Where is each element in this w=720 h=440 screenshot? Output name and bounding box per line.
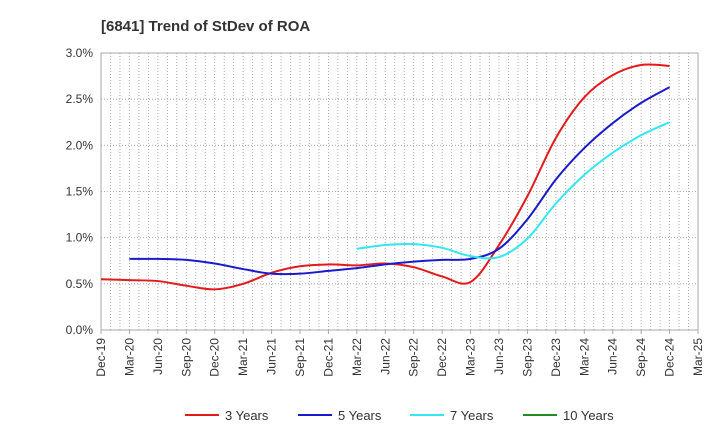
x-tick-label: Jun-22 bbox=[378, 338, 392, 375]
x-tick-label: Mar-20 bbox=[122, 338, 136, 376]
legend-label: 3 Years bbox=[225, 408, 269, 423]
grid-lines bbox=[101, 53, 698, 330]
series-lines bbox=[100, 63, 671, 291]
x-tick-label: Jun-20 bbox=[151, 338, 165, 375]
x-tick-label: Mar-25 bbox=[691, 338, 705, 376]
x-tick-label: Dec-24 bbox=[663, 338, 677, 377]
x-tick-label: Mar-23 bbox=[464, 338, 478, 376]
x-tick-label: Jun-21 bbox=[265, 338, 279, 375]
y-tick-label: 1.5% bbox=[66, 185, 94, 199]
legend: 3 Years 5 Years 7 Years 10 Years bbox=[185, 408, 614, 423]
x-tick-label: Sep-24 bbox=[634, 338, 648, 377]
y-tick-label: 2.5% bbox=[66, 92, 94, 106]
legend-label: 5 Years bbox=[338, 408, 382, 423]
x-tick-label: Sep-23 bbox=[520, 338, 534, 377]
y-tick-label: 1.0% bbox=[66, 231, 94, 245]
y-tick-label: 2.0% bbox=[66, 138, 94, 152]
legend-label: 7 Years bbox=[450, 408, 494, 423]
y-axis-ticks: 0.0% 0.5% 1.0% 1.5% 2.0% 2.5% 3.0% bbox=[66, 46, 94, 337]
x-tick-label: Sep-21 bbox=[293, 338, 307, 377]
x-tick-label: Dec-19 bbox=[94, 338, 108, 377]
y-tick-label: 0.0% bbox=[66, 323, 94, 337]
x-tick-label: Dec-22 bbox=[435, 338, 449, 377]
x-tick-label: Jun-23 bbox=[492, 338, 506, 375]
series-line-3 bbox=[356, 121, 670, 260]
x-tick-label: Dec-23 bbox=[549, 338, 563, 377]
y-tick-label: 0.5% bbox=[66, 277, 94, 291]
x-tick-label: Mar-22 bbox=[350, 338, 364, 376]
chart-title: [6841] Trend of StDev of ROA bbox=[101, 18, 310, 35]
x-axis-ticks: Dec-19 Mar-20 Jun-20 Sep-20 Dec-20 Mar-21 Jun-… bbox=[94, 330, 705, 377]
x-tick-label: Sep-20 bbox=[179, 338, 193, 377]
x-tick-label: Jun-24 bbox=[606, 338, 620, 375]
x-tick-label: Dec-20 bbox=[208, 338, 222, 377]
x-tick-label: Sep-22 bbox=[407, 338, 421, 377]
x-tick-label: Mar-21 bbox=[236, 338, 250, 376]
y-tick-label: 3.0% bbox=[66, 46, 94, 60]
x-tick-label: Mar-24 bbox=[577, 338, 591, 376]
x-tick-label: Dec-21 bbox=[321, 338, 335, 377]
legend-label: 10 Years bbox=[563, 408, 614, 423]
series-line-2 bbox=[129, 86, 671, 276]
